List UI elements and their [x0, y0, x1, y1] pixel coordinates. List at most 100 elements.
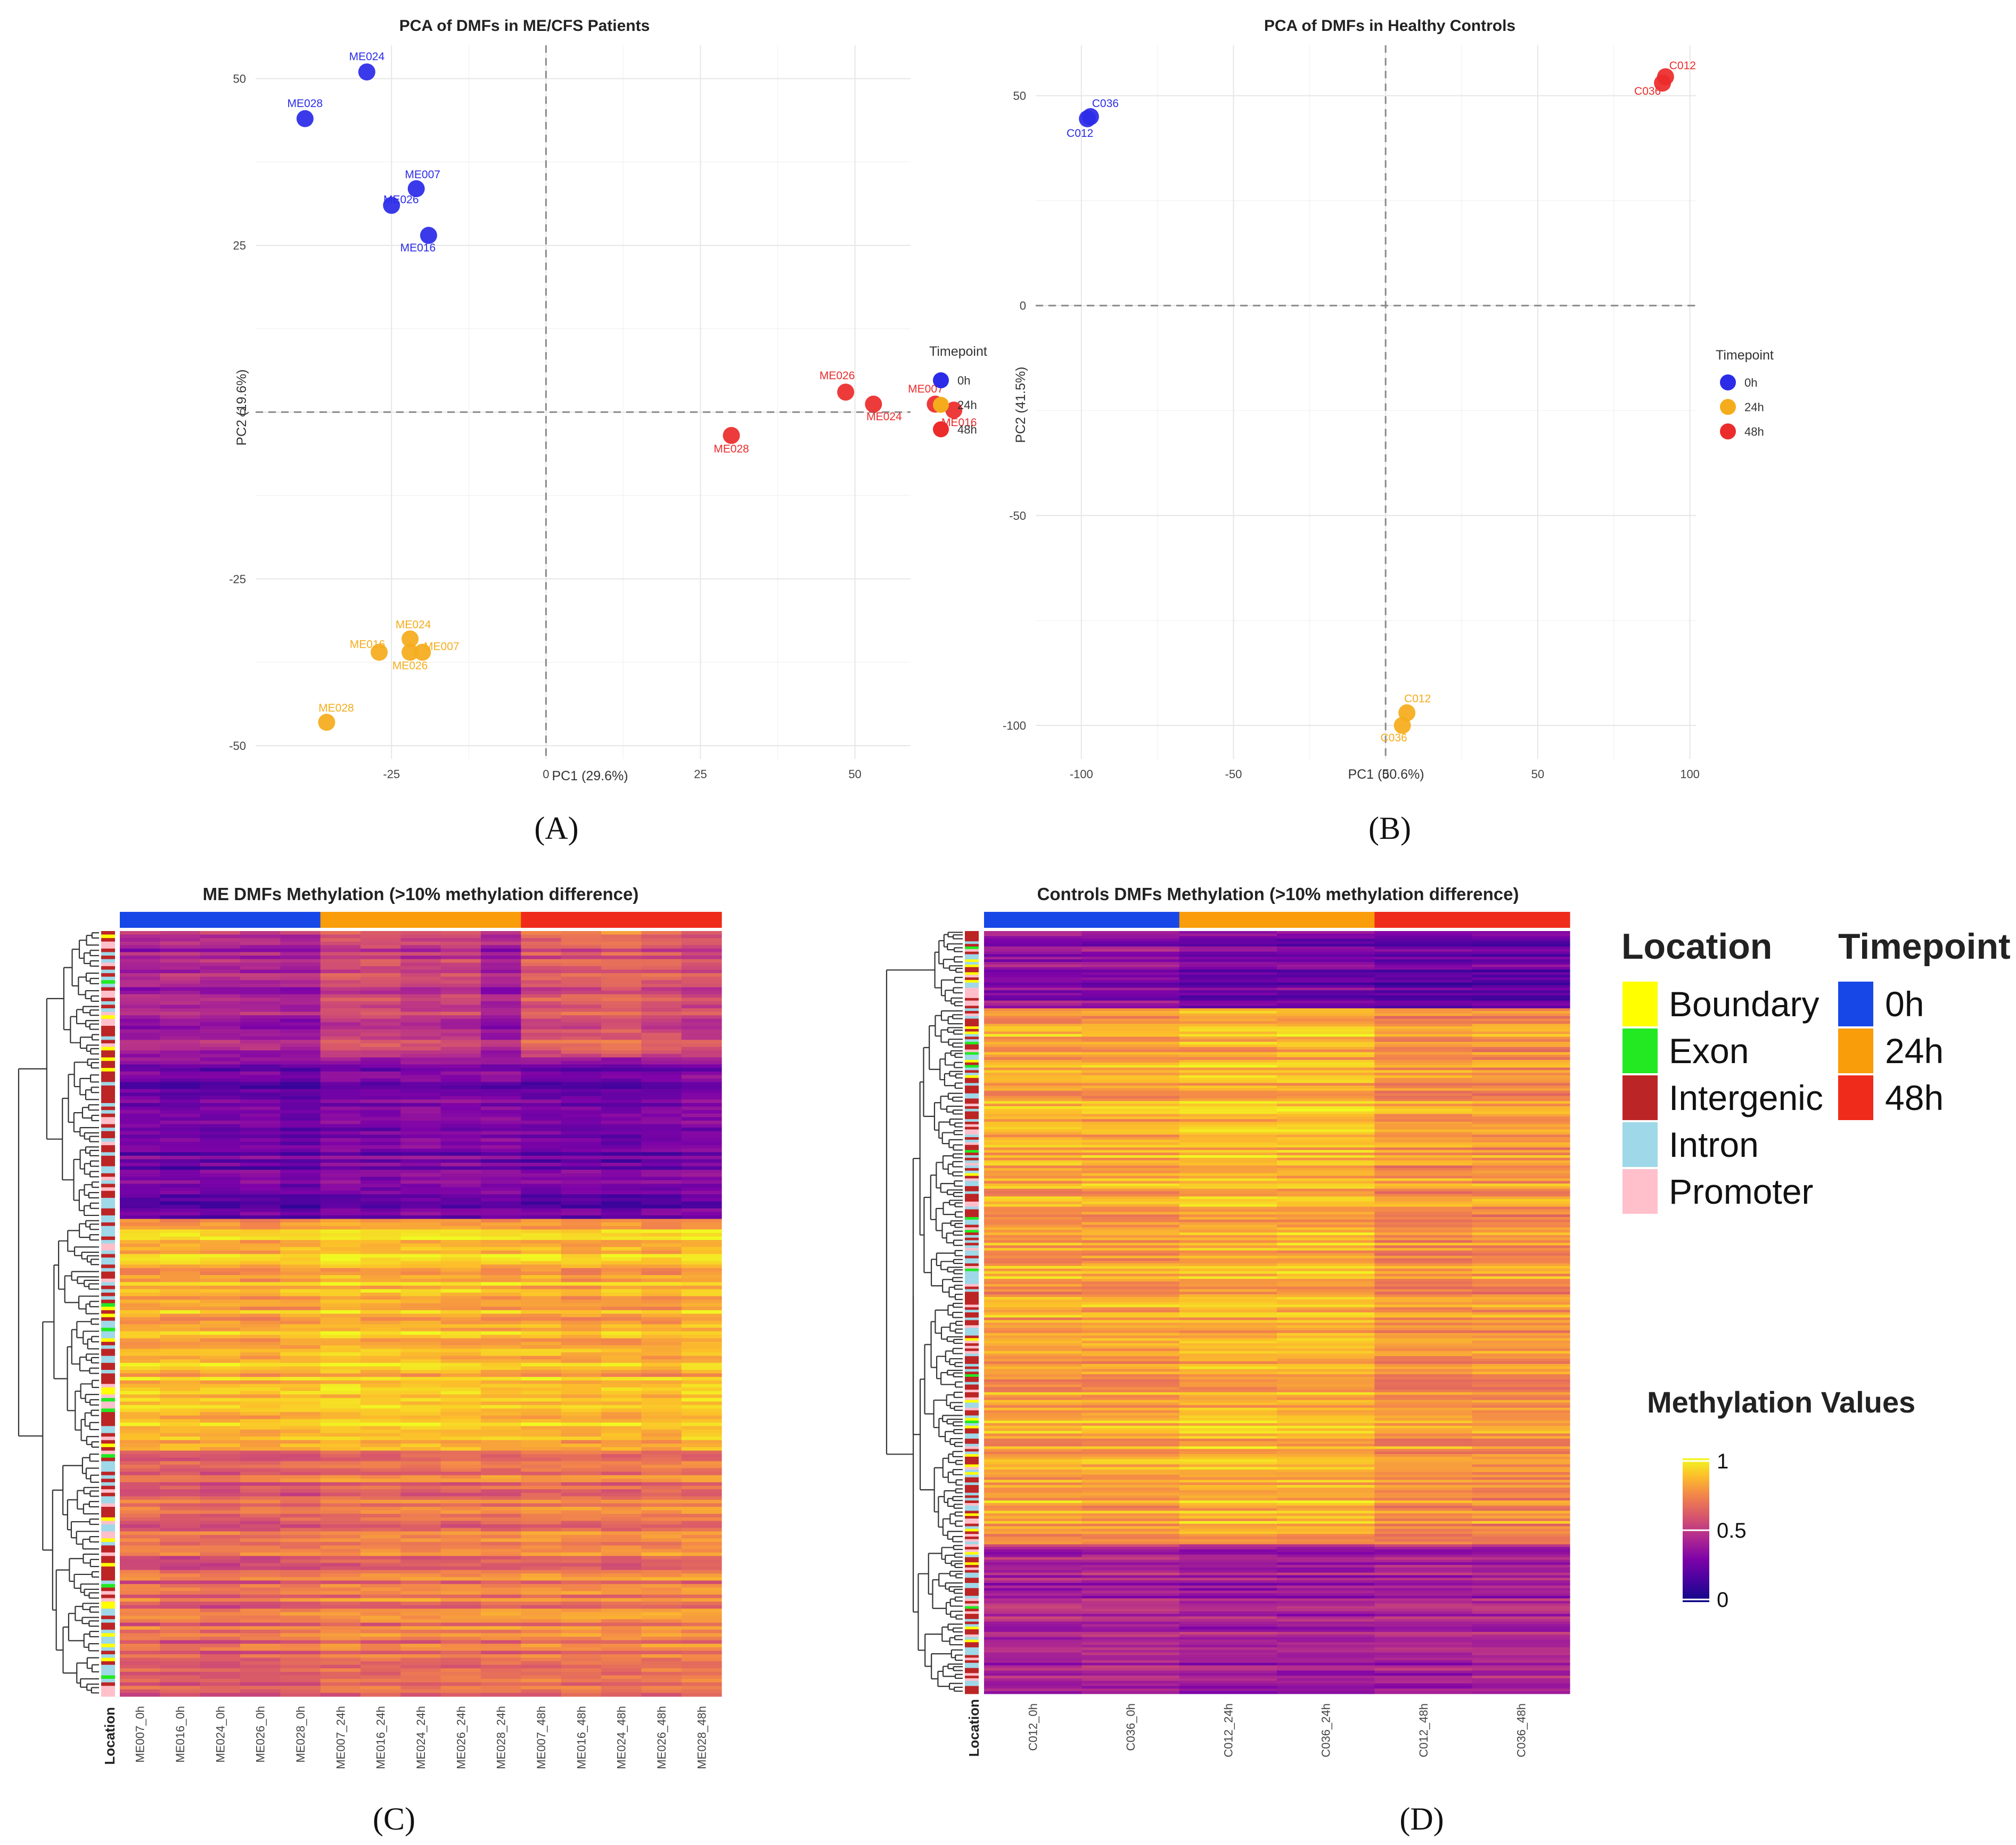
heatmap-me-cell [200, 998, 241, 1002]
heatmap-me-cell [561, 1324, 602, 1328]
heatmap-me-cell [320, 1015, 361, 1019]
heatmap-me-cell [561, 1440, 602, 1444]
heatmap-me-cell [440, 1190, 481, 1195]
heatmap-me-cell [641, 1457, 682, 1462]
heatmap-me-cell [561, 1120, 602, 1125]
heatmap-me-cell [280, 1310, 321, 1315]
heatmap-me-cell [160, 1349, 201, 1353]
heatmap-me-cell [481, 1264, 521, 1269]
heatmap-controls-cell [1472, 1217, 1570, 1220]
heatmap-controls-cell [984, 1142, 1082, 1146]
heatmap-me-cell [120, 931, 160, 935]
heatmap-me-cell [240, 1496, 281, 1500]
heatmap-controls-cell [984, 1214, 1082, 1218]
heatmap-me-cell [400, 1071, 441, 1075]
heatmap-me-cell [641, 1640, 682, 1644]
heatmap-controls-cell [1374, 1183, 1473, 1187]
heatmap-me-cell [521, 1036, 562, 1040]
heatmap-me-cell [521, 976, 562, 981]
heatmap-me-location-cell [101, 1570, 115, 1574]
heatmap-me-cell [481, 1331, 521, 1335]
heatmap-me-cell [681, 1633, 722, 1637]
heatmap-me-cell [240, 1099, 281, 1104]
heatmap-me-cell [200, 1085, 241, 1090]
heatmap-me-cell [160, 941, 201, 945]
heatmap-me-cell [280, 1549, 321, 1553]
heatmap-controls-cell [1277, 1183, 1375, 1187]
heatmap-controls-cell [984, 957, 1082, 960]
heatmap-me-cell [561, 1222, 602, 1227]
heatmap-me-cell [440, 1015, 481, 1019]
heatmap-me-cell [481, 1292, 521, 1297]
heatmap-me-cell [320, 1422, 361, 1427]
heatmap-controls-cell [1179, 1077, 1277, 1081]
heatmap-me-cell [440, 1391, 481, 1395]
heatmap-me-cell [601, 1412, 642, 1416]
heatmap-controls-location-cell [965, 1008, 979, 1011]
heatmap-me-cell [440, 1201, 481, 1205]
heatmap-me-cell [601, 1482, 642, 1487]
heatmap-me-cell [681, 1183, 722, 1188]
heatmap-me-cell [561, 1327, 602, 1332]
heatmap-me-location-cell [101, 1671, 115, 1676]
heatmap-me-cell [400, 1689, 441, 1694]
heatmap-me-cell [521, 945, 562, 949]
heatmap-me-cell [481, 962, 521, 967]
heatmap-me-cell [561, 1615, 602, 1620]
heatmap-me-cell [681, 1268, 722, 1272]
heatmap-controls-cell [984, 1010, 1082, 1014]
heatmap-me-cell [681, 1356, 722, 1360]
heatmap-me-cell [521, 1556, 562, 1560]
heatmap-me-cell [601, 1362, 642, 1367]
heatmap-me-cell [120, 1468, 160, 1472]
heatmap-me-location-cell [101, 1563, 115, 1567]
heatmap-me-cell [481, 1412, 521, 1416]
heatmap-me-cell [440, 1166, 481, 1170]
heatmap-me-cell [521, 1342, 562, 1346]
heatmap-me-cell [120, 1457, 160, 1462]
heatmap-me-cell [681, 1563, 722, 1567]
heatmap-me-cell [160, 1124, 201, 1128]
heatmap-controls-cell [1179, 1008, 1277, 1011]
heatmap-controls-cell [1277, 1165, 1375, 1169]
heatmap-me-cell [641, 1313, 682, 1318]
heatmap-me-cell [400, 1060, 441, 1065]
heatmap-controls-cell [1179, 1057, 1277, 1060]
heatmap-me-cell [320, 1380, 361, 1384]
heatmap-me-cell [400, 1282, 441, 1286]
heatmap-me-cell [641, 1148, 682, 1153]
heatmap-me-cell [240, 1131, 281, 1135]
heatmap-me-cell [601, 991, 642, 995]
pca-me-xtick-label: 50 [848, 768, 861, 781]
heatmap-me-cell [280, 1615, 321, 1620]
heatmap-me-cell [601, 1528, 642, 1532]
heatmap-me-cell [360, 1310, 401, 1315]
heatmap-controls-location-cell [965, 1178, 979, 1181]
heatmap-me-cell [160, 1531, 201, 1536]
heatmap-controls-cell [1081, 1055, 1180, 1058]
heatmap-controls-cell [1179, 1106, 1277, 1109]
heatmap-me-cell [160, 1099, 201, 1104]
heatmap-me-cell [240, 1036, 281, 1040]
heatmap-me-column-label: ME028_24h [495, 1706, 508, 1769]
heatmap-me-cell [521, 1373, 562, 1377]
heatmap-me-cell [320, 1563, 361, 1567]
heatmap-me-cell [601, 1626, 642, 1630]
heatmap-me-cell [681, 1528, 722, 1532]
heatmap-me-cell [360, 1338, 401, 1342]
heatmap-me-cell [200, 1054, 241, 1058]
heatmap-me-cell [120, 1040, 160, 1044]
heatmap-controls-cell [1472, 975, 1570, 978]
heatmap-me-cell [320, 1180, 361, 1185]
heatmap-me-cell [681, 1005, 722, 1009]
heatmap-me-cell [481, 1559, 521, 1564]
heatmap-me-cell [601, 1258, 642, 1262]
heatmap-me-cell [320, 1187, 361, 1191]
heatmap-controls-cell [1081, 1186, 1180, 1189]
heatmap-me-cell [601, 1419, 642, 1423]
heatmap-me-cell [481, 1472, 521, 1476]
heatmap-me-cell [440, 1018, 481, 1023]
heatmap-me-cell [440, 969, 481, 974]
heatmap-me-cell [481, 1619, 521, 1623]
heatmap-me-cell [400, 1194, 441, 1198]
